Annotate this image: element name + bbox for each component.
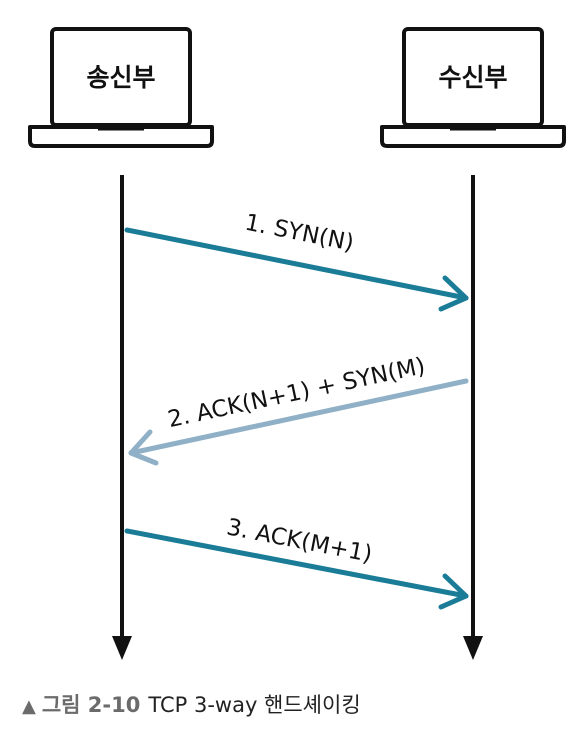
- triangle-marker-icon: ▲: [22, 696, 36, 717]
- timeline-arrow-icon: [112, 636, 132, 660]
- message-ack: 3. ACK(M+1): [127, 514, 466, 607]
- figure-caption: ▲ 그림 2-10 TCP 3-way 핸드셰이킹: [22, 690, 361, 720]
- receiver-laptop: 수신부: [382, 29, 564, 146]
- receiver-timeline: [463, 175, 483, 660]
- timeline-arrow-icon: [463, 636, 483, 660]
- sender-laptop: 송신부: [30, 29, 212, 146]
- message-label: 3. ACK(M+1): [224, 514, 374, 567]
- sender-timeline: [112, 175, 132, 660]
- sender-label: 송신부: [86, 63, 155, 92]
- tcp-handshake-diagram: 송신부 수신부 1. SYN(N) 2. ACK(N+1) + SYN(M) 3…: [0, 0, 584, 680]
- figure-number: 그림 2-10: [42, 693, 141, 717]
- message-syn: 1. SYN(N): [127, 210, 466, 309]
- message-label: 2. ACK(N+1) + SYN(M): [166, 353, 428, 433]
- message-ack-syn: 2. ACK(N+1) + SYN(M): [131, 353, 466, 463]
- caption-text: TCP 3-way 핸드셰이킹: [148, 693, 360, 717]
- message-label: 1. SYN(N): [243, 210, 356, 257]
- receiver-label: 수신부: [438, 63, 507, 92]
